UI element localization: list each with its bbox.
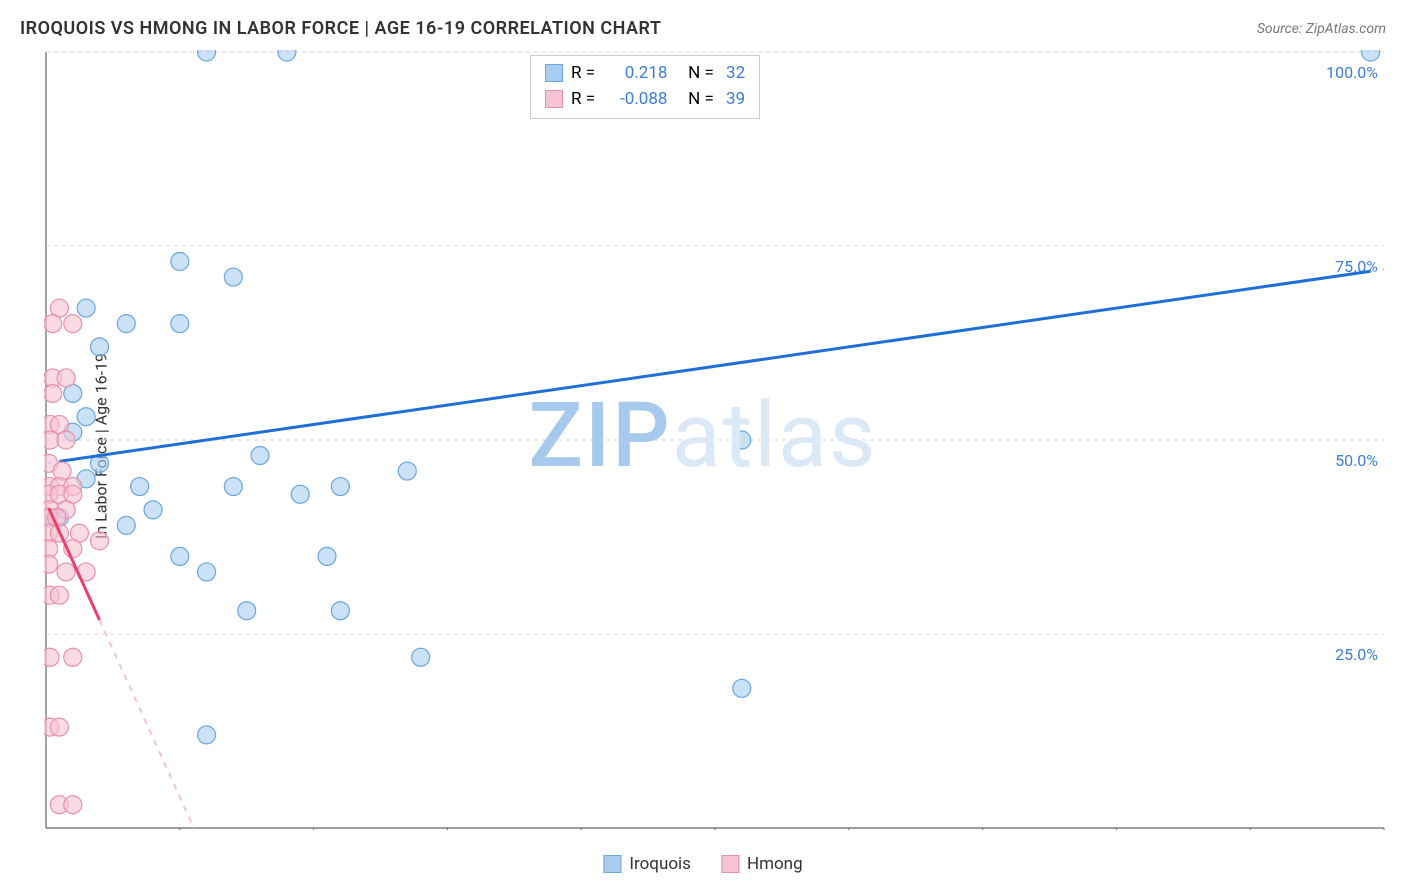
data-point [278, 50, 296, 61]
chart-title: IROQUOIS VS HMONG IN LABOR FORCE | AGE 1… [20, 18, 661, 39]
plot-svg: 25.0%50.0%75.0%100.0%0.0%100.0% [44, 50, 1386, 830]
data-point [251, 447, 269, 465]
data-point [224, 478, 242, 496]
data-point [398, 462, 416, 480]
y-tick-label: 50.0% [1335, 451, 1378, 470]
data-point [171, 547, 189, 565]
y-tick-label: 100.0% [1326, 63, 1378, 82]
data-point [198, 563, 216, 581]
chart-container: IROQUOIS VS HMONG IN LABOR FORCE | AGE 1… [0, 0, 1406, 892]
data-point [57, 431, 75, 449]
n-label: N = [675, 63, 718, 83]
data-point [77, 299, 95, 317]
data-point [318, 547, 336, 565]
data-point [331, 602, 349, 620]
data-point [44, 315, 62, 333]
data-point [224, 268, 242, 286]
data-point [64, 315, 82, 333]
data-point [77, 408, 95, 426]
data-point [57, 563, 75, 581]
data-point [171, 315, 189, 333]
title-bar: IROQUOIS VS HMONG IN LABOR FORCE | AGE 1… [20, 18, 1386, 39]
data-point [412, 648, 430, 666]
data-point [44, 384, 62, 402]
legend-swatch [721, 855, 739, 873]
data-point [44, 555, 58, 573]
data-point [53, 462, 71, 480]
trendline [59, 271, 1370, 461]
stats-box: R = 0.218 N = 32R = -0.088 N = 39 [530, 55, 760, 119]
data-point [44, 648, 59, 666]
legend-swatch [545, 90, 563, 108]
plot-area: 25.0%50.0%75.0%100.0%0.0%100.0% [44, 50, 1386, 830]
legend-label: Iroquois [629, 854, 691, 874]
data-point [198, 50, 216, 61]
legend-label: Hmong [747, 854, 803, 874]
r-label: R = [571, 63, 603, 83]
data-point [1362, 50, 1380, 61]
stats-row: R = -0.088 N = 39 [545, 86, 745, 112]
data-point [198, 726, 216, 744]
stats-row: R = 0.218 N = 32 [545, 60, 745, 86]
n-value: 39 [726, 89, 745, 109]
data-point [291, 485, 309, 503]
data-point [91, 338, 109, 356]
data-point [238, 602, 256, 620]
r-value: -0.088 [611, 89, 667, 109]
y-tick-label: 25.0% [1335, 645, 1378, 664]
data-point [91, 532, 109, 550]
data-point [171, 253, 189, 271]
data-point [117, 315, 135, 333]
data-point [117, 516, 135, 534]
data-point [50, 718, 68, 736]
legend-item: Hmong [721, 854, 803, 874]
r-label: R = [571, 89, 603, 109]
n-label: N = [675, 89, 718, 109]
legend-swatch [603, 855, 621, 873]
bottom-legend: Iroquois Hmong [603, 854, 802, 874]
source-label: Source: ZipAtlas.com [1257, 21, 1386, 37]
data-point [64, 796, 82, 814]
n-value: 32 [726, 63, 745, 83]
data-point [64, 648, 82, 666]
data-point [733, 679, 751, 697]
data-point [733, 431, 751, 449]
data-point [57, 369, 75, 387]
legend-item: Iroquois [603, 854, 691, 874]
data-point [144, 501, 162, 519]
data-point [50, 586, 68, 604]
data-point [131, 478, 149, 496]
r-value: 0.218 [611, 63, 667, 83]
legend-swatch [545, 64, 563, 82]
trendline-ext [100, 620, 194, 828]
data-point [331, 478, 349, 496]
